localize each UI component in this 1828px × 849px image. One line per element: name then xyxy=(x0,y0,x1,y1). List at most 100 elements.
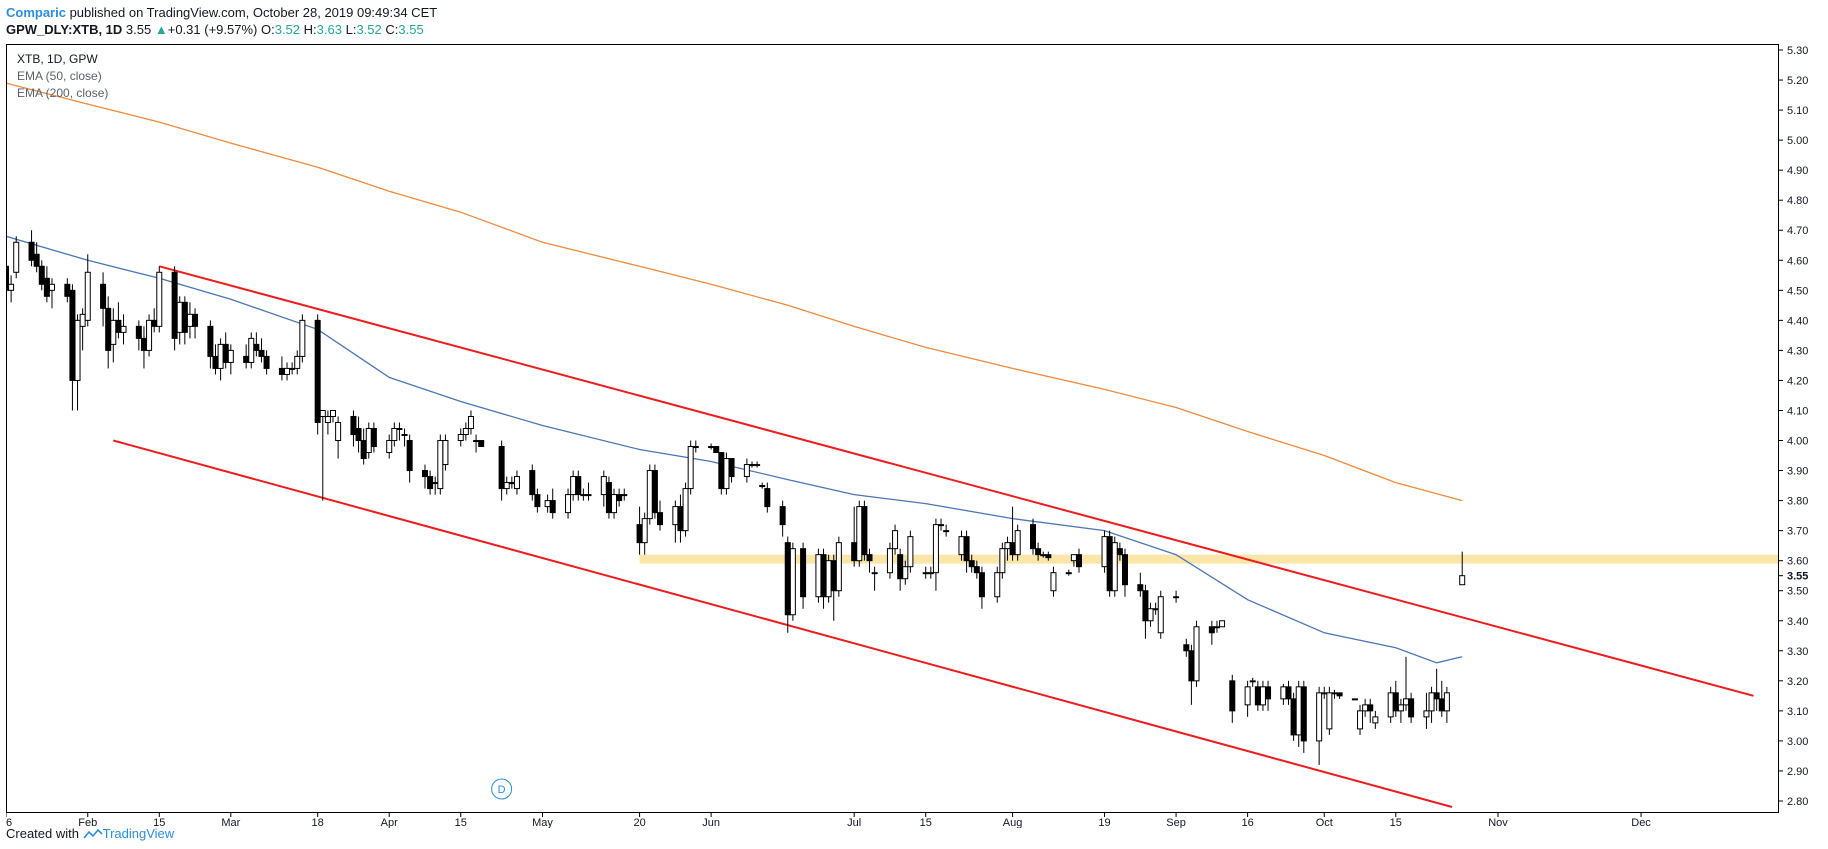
candle xyxy=(978,566,985,609)
candle-body xyxy=(1367,704,1374,712)
candle-body xyxy=(1326,692,1333,730)
candle-body xyxy=(1423,710,1430,718)
candle xyxy=(299,314,306,363)
candle-body xyxy=(1045,554,1052,559)
candle xyxy=(973,560,980,579)
candle xyxy=(146,314,153,357)
price-change: +0.31 (+9.57%) xyxy=(167,22,258,37)
candle-body xyxy=(835,542,842,592)
candle xyxy=(498,440,505,501)
candle xyxy=(401,428,408,447)
x-tick-label: Sep xyxy=(1166,817,1186,828)
y-tick-label: 4.10 xyxy=(1787,405,1808,417)
candle-body xyxy=(1300,686,1307,742)
candle xyxy=(575,470,582,501)
candle-body xyxy=(871,572,878,575)
candle-body xyxy=(1219,620,1226,628)
candle xyxy=(1433,668,1440,711)
candle-body xyxy=(968,560,975,568)
open-label: O: xyxy=(260,22,275,37)
candle xyxy=(156,266,163,333)
candle-body xyxy=(1157,596,1164,634)
candle xyxy=(1208,620,1215,645)
candle-body xyxy=(1285,686,1292,700)
candle xyxy=(1065,569,1072,576)
x-tick-label: Apr xyxy=(381,817,398,828)
dividend-marker-label: D xyxy=(498,784,506,796)
candle xyxy=(779,500,786,537)
x-tick-label: Feb xyxy=(78,817,97,828)
candle-body xyxy=(999,548,1006,574)
candle-body xyxy=(391,428,398,442)
candle-body xyxy=(994,572,1001,598)
legend-ema200[interactable]: EMA (200, close) xyxy=(17,86,109,100)
candle xyxy=(902,560,909,585)
candle-body xyxy=(1428,692,1435,712)
candle xyxy=(386,434,393,459)
candle-body xyxy=(442,440,449,466)
candle-body xyxy=(1244,686,1251,706)
tradingview-logo-icon xyxy=(82,828,103,839)
tradingview-link[interactable]: TradingView xyxy=(102,826,175,841)
x-tick-label: 20 xyxy=(633,817,645,828)
candle xyxy=(585,482,592,501)
candle xyxy=(263,350,270,375)
candle-body xyxy=(1433,692,1440,700)
candle-body xyxy=(1111,542,1118,592)
candle xyxy=(1014,524,1021,561)
candle-body xyxy=(713,446,720,454)
candle xyxy=(682,482,689,537)
candle-body xyxy=(529,470,536,496)
candle xyxy=(294,350,301,375)
candle-body xyxy=(370,428,377,448)
candle-body xyxy=(861,506,868,556)
candle-body xyxy=(156,271,163,327)
candle-body xyxy=(575,476,582,496)
candle xyxy=(370,422,377,453)
y-tick-label: 3.60 xyxy=(1787,556,1808,568)
candle-body xyxy=(728,458,735,478)
candle-body xyxy=(565,494,572,514)
candle-body xyxy=(33,253,40,267)
candle xyxy=(549,488,556,519)
candle-body xyxy=(513,476,520,490)
candle-body xyxy=(421,470,428,478)
price-chart[interactable]: D 5.30 5.20 5.10 5.00 4.90 4.80 4.70 4.60 4.50 4.4… xyxy=(6,44,1828,828)
candle-body xyxy=(1208,626,1215,634)
candle xyxy=(8,275,15,303)
candle-body xyxy=(319,409,326,417)
candle xyxy=(330,409,337,423)
y-tick-label: 3.90 xyxy=(1787,466,1808,478)
candle xyxy=(421,464,428,489)
candle xyxy=(1147,602,1154,627)
candle-body xyxy=(48,283,55,291)
candle xyxy=(754,461,761,468)
symbol-name: GPW_DLY:XTB, 1D xyxy=(6,22,123,37)
candle-body xyxy=(892,530,899,550)
x-tick-label: Jul xyxy=(847,817,861,828)
candle-body xyxy=(1408,698,1415,718)
candle xyxy=(1030,518,1037,555)
legend-ema50[interactable]: EMA (50, close) xyxy=(17,69,102,83)
y-tick-label: 5.00 xyxy=(1787,135,1808,147)
candle xyxy=(886,542,893,579)
open-value: 3.52 xyxy=(274,22,301,37)
candle xyxy=(907,530,914,573)
chart-legend: XTB, 1D, GPW EMA (50, close) EMA (200, c… xyxy=(17,51,108,102)
candle-body xyxy=(1229,680,1236,712)
candle xyxy=(1035,542,1042,561)
candle-body xyxy=(314,319,321,423)
candle-body xyxy=(258,349,265,357)
candle xyxy=(135,320,142,351)
candle-body xyxy=(759,485,766,488)
x-tick-label: Mar xyxy=(221,817,240,828)
candle-body xyxy=(396,428,403,430)
candle-body xyxy=(789,548,796,616)
candle-body xyxy=(1137,584,1144,592)
author-link[interactable]: Comparic xyxy=(6,5,66,20)
candle xyxy=(1193,620,1200,687)
x-tick-label: 16 xyxy=(1241,817,1253,828)
candle xyxy=(406,434,413,483)
candle xyxy=(227,344,234,375)
candle xyxy=(789,542,796,621)
